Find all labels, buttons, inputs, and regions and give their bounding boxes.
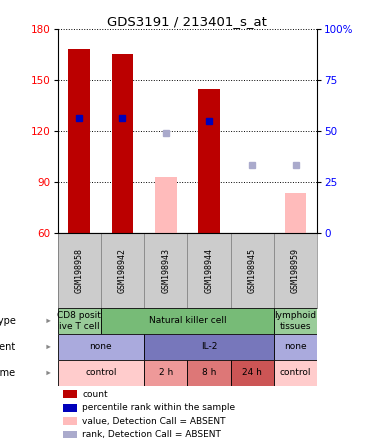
Text: GSM198945: GSM198945 [248,248,257,293]
Bar [187,234,231,308]
Text: lymphoid
tissues: lymphoid tissues [275,311,316,331]
Bar [68,49,90,234]
Bar [144,234,187,308]
Bar [58,234,101,308]
Bar [187,360,231,386]
Bar [274,334,317,360]
Text: control: control [85,369,116,377]
Bar [63,390,77,398]
Text: IL-2: IL-2 [201,342,217,351]
Bar [63,404,77,412]
Text: GSM198944: GSM198944 [204,248,213,293]
Bar [101,234,144,308]
Text: rank, Detection Call = ABSENT: rank, Detection Call = ABSENT [82,430,221,439]
Bar [274,360,317,386]
Text: 24 h: 24 h [242,369,262,377]
Text: 8 h: 8 h [202,369,216,377]
Text: Natural killer cell: Natural killer cell [148,317,226,325]
Text: CD8 posit
ive T cell: CD8 posit ive T cell [57,311,101,331]
Bar [285,193,306,234]
Bar [58,360,144,386]
Bar [144,334,274,360]
Text: GSM198943: GSM198943 [161,248,170,293]
Text: none: none [284,342,307,351]
Text: count: count [82,390,108,399]
Text: value, Detection Call = ABSENT: value, Detection Call = ABSENT [82,416,226,426]
Bar [198,88,220,234]
Bar [231,360,274,386]
Bar [144,360,187,386]
Bar [231,234,274,308]
Bar [274,308,317,334]
Text: cell type: cell type [0,316,16,326]
Bar [58,308,101,334]
Text: control: control [280,369,311,377]
Text: 2 h: 2 h [158,369,173,377]
Bar [101,308,274,334]
Text: agent: agent [0,342,16,352]
Text: GSM198942: GSM198942 [118,248,127,293]
Bar [58,334,144,360]
Text: GDS3191 / 213401_s_at: GDS3191 / 213401_s_at [108,15,267,28]
Bar [274,234,317,308]
Bar [155,177,177,234]
Bar [63,431,77,438]
Text: none: none [89,342,112,351]
Text: GSM198959: GSM198959 [291,248,300,293]
Text: GSM198958: GSM198958 [75,248,83,293]
Bar [63,417,77,425]
Text: time: time [0,368,16,378]
Text: percentile rank within the sample: percentile rank within the sample [82,403,235,412]
Bar [112,55,133,234]
